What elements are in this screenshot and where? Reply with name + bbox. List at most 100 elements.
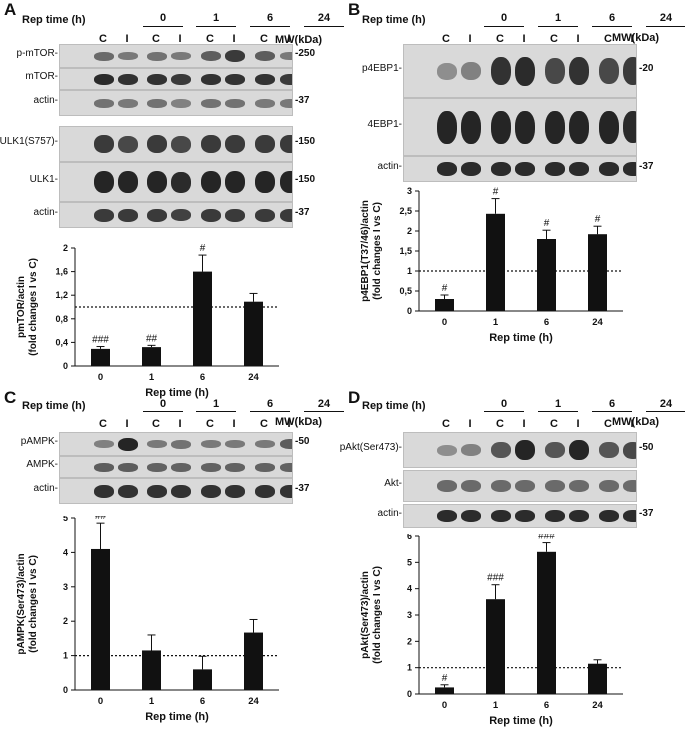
- y-tick-label: 5: [407, 557, 412, 567]
- blot-band: [171, 439, 191, 449]
- timepoint-label: 6: [266, 398, 274, 410]
- blot-band: [491, 110, 511, 144]
- y-tick-label: 0: [63, 685, 68, 695]
- blot-band: [255, 208, 275, 222]
- blot-band: [147, 462, 167, 472]
- blot-band: [491, 510, 511, 522]
- x-tick-label: 0: [442, 700, 447, 711]
- blot-band: [461, 110, 481, 144]
- timepoint-line: [304, 411, 344, 412]
- lane-label: I: [576, 33, 580, 45]
- timepoint-line: [304, 26, 344, 27]
- blot-band: [225, 50, 245, 62]
- lane-label: C: [604, 418, 612, 430]
- timepoint-line: [538, 26, 578, 27]
- blot-label: Akt-: [384, 478, 402, 489]
- blot-band: [515, 440, 535, 460]
- blot-band: [225, 171, 245, 193]
- bar: [244, 632, 263, 690]
- x-axis-title: Rep time (h): [145, 711, 209, 723]
- timepoint-line: [484, 411, 524, 412]
- blot-band: [255, 484, 275, 498]
- blot-label: ULK1-: [29, 174, 58, 185]
- blot-band: [623, 441, 636, 459]
- blot-band: [201, 171, 221, 193]
- blot-label: AMPK-: [26, 459, 58, 470]
- lane-label: C: [99, 418, 107, 430]
- significance-label: #: [544, 218, 550, 229]
- mw-marker: -37: [295, 95, 310, 106]
- timepoint-line: [646, 26, 685, 27]
- blot-band: [201, 51, 221, 61]
- blot-band: [623, 111, 636, 143]
- blot-band: [147, 135, 167, 153]
- blot-band: [225, 484, 245, 498]
- blot-band: [515, 510, 535, 522]
- blot-band: [280, 208, 292, 222]
- blot-label: actin-: [33, 483, 58, 494]
- lane-label: C: [442, 33, 450, 45]
- y-tick-label: 0,8: [55, 314, 68, 324]
- mw-marker: -37: [639, 508, 654, 519]
- panel-a: A Rep time (h) 0 1 6 24 C I C I C I C I MW(kDa) p-mTOR-…: [0, 0, 344, 399]
- western-blot-strip: [59, 68, 293, 90]
- blot-band: [171, 135, 191, 153]
- blot-band: [569, 510, 589, 522]
- blot-band: [515, 162, 535, 176]
- blot-band: [461, 62, 481, 80]
- mw-marker: -50: [639, 442, 654, 453]
- blot-band: [599, 162, 619, 176]
- blot-band: [437, 62, 457, 80]
- x-tick-label: 1: [493, 700, 499, 711]
- y-tick-label: 1: [63, 651, 68, 661]
- significance-label: #: [595, 214, 601, 225]
- timepoint-label: 0: [159, 12, 167, 24]
- lane-label: I: [178, 33, 182, 45]
- significance-label: ###: [92, 335, 109, 346]
- bar-chart: 0 1 2 3 4 5 6 #0 ### 1 ### 6 24 Rep time (h) pAkt(Ser4…: [360, 534, 623, 727]
- timepoint-label: 0: [500, 398, 508, 410]
- x-tick-label: 0: [98, 372, 103, 383]
- panel-letter: D: [348, 388, 361, 407]
- blot-band: [118, 52, 138, 60]
- blot-band: [280, 98, 292, 108]
- x-axis-title: Rep time (h): [489, 715, 553, 727]
- lane-label: I: [468, 33, 472, 45]
- blot-band: [545, 510, 565, 522]
- y-tick-label: 2: [63, 616, 68, 626]
- western-blot-strip: [59, 478, 293, 504]
- y-tick-label: 2: [63, 243, 68, 253]
- blot-band: [171, 171, 191, 193]
- western-blot-strip: [59, 126, 293, 162]
- bar-chart: 0 0,5 1 1,5 2 2,5 3 #0 #1 #6 #24 Rep time (h) p4EBP1…: [360, 186, 623, 344]
- rep-time-header: Rep time (h): [22, 400, 86, 412]
- y-tick-label: 1,2: [55, 290, 68, 300]
- timepoint-label: 24: [659, 12, 673, 24]
- blot-band: [94, 171, 114, 193]
- blot-band: [623, 510, 636, 522]
- x-tick-label: 24: [592, 317, 603, 328]
- y-axis-title: (fold changes I vs C): [372, 566, 383, 664]
- blot-band: [255, 135, 275, 153]
- blot-band: [94, 98, 114, 108]
- lane-label: C: [604, 33, 612, 45]
- western-blot-strip: [59, 162, 293, 202]
- blot-band: [255, 440, 275, 448]
- mw-header: MW(kDa): [612, 416, 660, 428]
- blot-band: [225, 135, 245, 153]
- blot-band: [255, 98, 275, 108]
- blot-band: [569, 57, 589, 85]
- mw-marker: -37: [295, 483, 310, 494]
- blot-band: [515, 110, 535, 144]
- x-tick-label: 24: [592, 700, 603, 711]
- western-blot-strip: [59, 202, 293, 228]
- mw-marker: -150: [295, 174, 316, 185]
- y-tick-label: 5: [63, 516, 68, 523]
- blot-band: [280, 135, 292, 153]
- blot-band: [545, 480, 565, 492]
- y-tick-label: 0: [407, 306, 412, 316]
- blot-band: [225, 462, 245, 472]
- y-tick-label: 2: [407, 636, 412, 646]
- western-blot-strip: [59, 44, 293, 68]
- blot-band: [94, 462, 114, 472]
